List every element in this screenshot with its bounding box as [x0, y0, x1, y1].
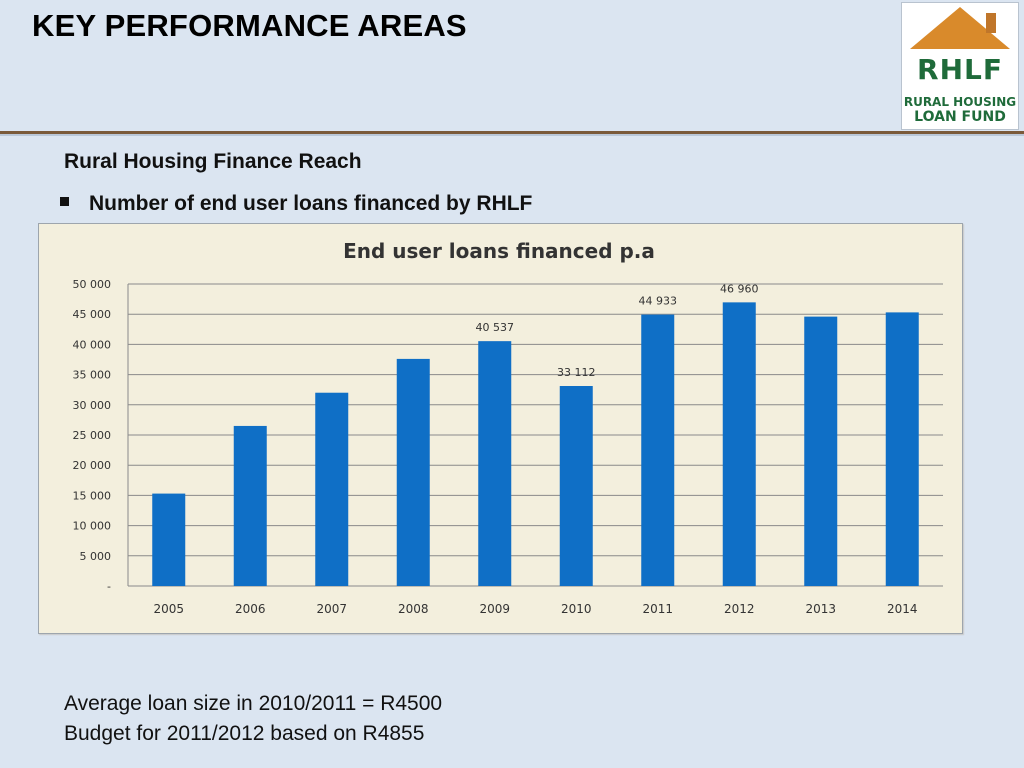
y-tick-label: 20 000: [73, 459, 112, 472]
y-tick-label: 35 000: [73, 369, 112, 382]
square-bullet-icon: [60, 196, 69, 206]
x-tick-label: 2005: [153, 602, 184, 616]
y-tick-label: 45 000: [73, 308, 112, 321]
y-tick-label: 15 000: [73, 489, 112, 502]
x-tick-label: 2010: [561, 602, 592, 616]
footnotes: Average loan size in 2010/2011 = R4500 B…: [64, 689, 442, 749]
logo-line-1: RURAL HOUSING: [903, 95, 1017, 109]
bullet-text: Number of end user loans financed by RHL…: [89, 192, 533, 215]
data-label: 46 960: [720, 282, 759, 295]
title-divider: [0, 131, 1024, 134]
chart-container: End user loans financed p.a - 5 000 10 000…: [38, 223, 963, 634]
logo-line-2: LOAN FUND: [914, 109, 1006, 125]
data-labels: 40 537 33 112 44 933 46 960: [476, 282, 759, 379]
x-tick-label: 2008: [398, 602, 429, 616]
section-heading: Rural Housing Finance Reach: [64, 150, 362, 173]
bar: [478, 341, 512, 586]
x-axis-ticks: 2005 2006 2007 2008 2009 2010 2011 2012 2013 2014: [153, 602, 917, 616]
bar: [641, 314, 675, 586]
y-tick-label: 50 000: [73, 278, 112, 291]
y-tick-label: 40 000: [73, 338, 112, 351]
bar: [233, 425, 267, 586]
y-axis-ticks: - 5 000 10 000 15 000 20 000 25 000 30 000 35 0…: [73, 278, 112, 593]
bar: [559, 386, 593, 586]
x-tick-label: 2009: [479, 602, 510, 616]
y-tick-label: -: [107, 580, 111, 593]
y-tick-label: 30 000: [73, 399, 112, 412]
chart-title: End user loans financed p.a: [343, 239, 655, 263]
bar: [885, 312, 919, 586]
x-tick-label: 2012: [724, 602, 755, 616]
x-tick-label: 2014: [887, 602, 918, 616]
bar: [722, 302, 756, 586]
bar: [804, 316, 838, 586]
slide-title: KEY PERFORMANCE AREAS: [32, 8, 467, 43]
bar: [396, 358, 430, 586]
footnote-budget: Budget for 2011/2012 based on R4855: [64, 722, 425, 745]
x-tick-label: 2011: [642, 602, 673, 616]
x-tick-label: 2006: [235, 602, 266, 616]
x-tick-label: 2007: [316, 602, 347, 616]
x-tick-label: 2013: [805, 602, 836, 616]
data-label: 33 112: [557, 366, 596, 379]
title-divider-shadow: [0, 134, 1024, 136]
y-tick-label: 5 000: [80, 550, 112, 563]
data-label: 40 537: [476, 321, 515, 334]
bullet-item: Number of end user loans financed by RHL…: [60, 192, 532, 216]
bars: [152, 302, 919, 586]
y-tick-label: 10 000: [73, 520, 112, 533]
data-label: 44 933: [639, 295, 678, 308]
bar-chart: End user loans financed p.a - 5 000 10 000…: [73, 239, 943, 616]
bar: [152, 493, 186, 586]
rhlf-logo: RHLF RURAL HOUSING LOAN FUND: [901, 2, 1019, 130]
footnote-loan-size: Average loan size in 2010/2011 = R4500: [64, 692, 443, 715]
logo-abbrev: RHLF: [917, 53, 1003, 86]
bar: [315, 392, 349, 586]
y-tick-label: 25 000: [73, 429, 112, 442]
house-roof-icon: [910, 7, 1010, 49]
